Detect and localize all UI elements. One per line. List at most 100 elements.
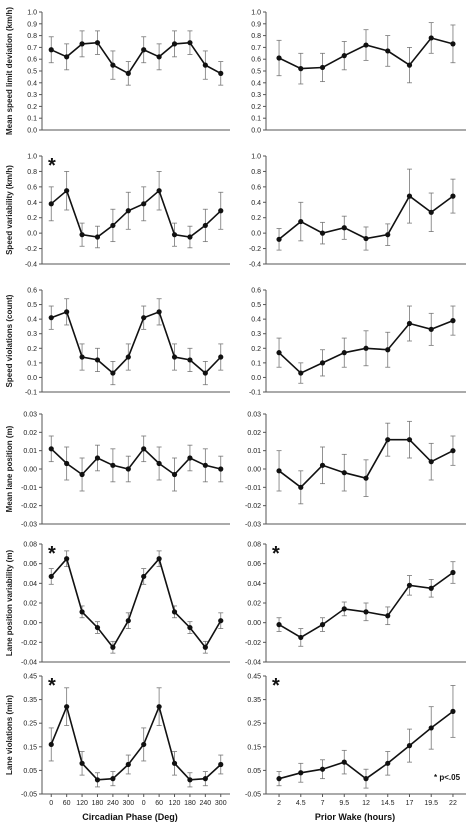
- y-tick-label: 0.02: [247, 601, 261, 608]
- y-tick-label: -0.2: [25, 246, 37, 253]
- y-tick-label: 0.25: [247, 721, 261, 728]
- y-tick-label: 0.2: [251, 104, 261, 111]
- data-point: [125, 208, 131, 214]
- y-tick-label: 0.05: [247, 768, 261, 775]
- data-point: [94, 357, 101, 363]
- data-point: [187, 234, 193, 240]
- y-tick-label: -0.05: [21, 792, 37, 799]
- data-point: [428, 585, 434, 591]
- y-tick-label: -0.1: [25, 390, 37, 397]
- y-tick-label: -0.03: [21, 522, 37, 529]
- data-point: [110, 222, 116, 229]
- data-point: [202, 370, 208, 376]
- data-point: [406, 437, 413, 443]
- data-point: [218, 466, 224, 472]
- data-point: [79, 41, 85, 47]
- data-point: [341, 759, 347, 765]
- y-tick-label: 1.0: [27, 10, 37, 17]
- data-point: [171, 232, 178, 238]
- y-tick-label: 0.3: [251, 92, 261, 99]
- y-tick-label: 0.1: [251, 360, 261, 367]
- y-tick-label: 0.6: [251, 184, 261, 191]
- y-tick-label: -0.02: [245, 640, 261, 647]
- data-point: [363, 776, 369, 782]
- chart-panel-left-0: 0.0 0.1 0.2 0.3 0.4 0.5 0.6 0.7 0.8 0.9 1.0 Mean sp…: [5, 7, 230, 135]
- data-point: [48, 573, 54, 580]
- y-tick-label: 0.02: [247, 430, 261, 437]
- data-point: [156, 188, 162, 194]
- data-point: [428, 35, 434, 41]
- data-point: [450, 318, 456, 324]
- y-tick-label: 0.2: [27, 104, 37, 111]
- footnote-significance: * p<.05: [434, 773, 461, 782]
- data-point: [187, 624, 193, 631]
- panels: 0.0 0.1 0.2 0.3 0.4 0.5 0.6 0.7 0.8 0.9 1.0 Mean sp…: [5, 7, 466, 807]
- data-point: [171, 41, 178, 47]
- chart-panel-right-5: -0.05 0.05 0.15 0.25 0.35 0.45 2 4.5 7 9.5 12 14.5 1…: [245, 674, 466, 807]
- data-point: [450, 41, 456, 47]
- y-tick-label: 0.2: [27, 346, 37, 353]
- y-tick-label: 0.4: [27, 80, 37, 87]
- y-tick-label: 0.03: [247, 412, 261, 419]
- y-axis-label: Lane position variability (m): [5, 550, 14, 657]
- y-tick-label: 0.8: [27, 33, 37, 40]
- data-point: [319, 64, 326, 71]
- data-point: [363, 42, 369, 48]
- y-tick-label: 0.04: [247, 581, 261, 588]
- data-point: [94, 40, 101, 46]
- data-point: [298, 634, 304, 641]
- y-tick-label: -0.04: [245, 660, 261, 667]
- y-tick-label: 0.1: [27, 116, 37, 123]
- y-tick-label: 0.01: [247, 448, 261, 455]
- y-tick-label: 0.3: [251, 331, 261, 338]
- y-tick-label: 0.8: [251, 33, 261, 40]
- data-point: [64, 54, 70, 60]
- data-point: [363, 475, 369, 481]
- x-tick-label: 300: [215, 800, 227, 807]
- chart-panel-left-3: -0.03 -0.02 -0.01 0.00 0.01 0.02 0.03 Mean lane…: [5, 412, 230, 529]
- y-tick-label: 0.08: [247, 542, 261, 549]
- data-point: [48, 315, 54, 321]
- data-point: [202, 222, 208, 229]
- x-tick-label: 180: [92, 800, 104, 807]
- data-point: [319, 622, 326, 628]
- y-tick-label: 0.06: [247, 561, 261, 568]
- y-tick-label: 0.5: [27, 302, 37, 309]
- x-tick-label: 7: [321, 800, 325, 807]
- y-tick-label: 0.2: [251, 215, 261, 222]
- data-point: [298, 218, 304, 225]
- y-tick-label: 0.00: [247, 467, 261, 474]
- data-point: [156, 460, 162, 467]
- x-axis-title-left: Circadian Phase (Deg): [82, 812, 178, 822]
- data-point: [125, 466, 131, 472]
- data-point: [110, 644, 116, 650]
- y-tick-label: 0.2: [251, 346, 261, 353]
- y-tick-label: -0.02: [21, 503, 37, 510]
- y-tick-label: 0.0: [251, 128, 261, 135]
- data-point: [298, 66, 304, 72]
- x-tick-label: 2: [277, 800, 281, 807]
- y-tick-label: 0.4: [251, 200, 261, 207]
- chart-panel-left-1: -0.4 -0.2 0.0 0.2 0.4 0.6 0.8 1.0 Speed variabil…: [5, 154, 230, 269]
- y-axis-label: Speed violations (count): [5, 294, 14, 387]
- data-point: [125, 618, 131, 624]
- y-tick-label: 0.25: [23, 721, 37, 728]
- series-line: [278, 710, 454, 780]
- data-point: [406, 62, 413, 68]
- x-tick-label: 22: [449, 800, 457, 807]
- y-tick-label: 0.45: [247, 674, 261, 681]
- data-point: [319, 360, 326, 366]
- data-point: [218, 354, 224, 360]
- significance-star: *: [272, 543, 280, 565]
- data-point: [276, 776, 282, 782]
- data-point: [187, 357, 193, 363]
- data-point: [141, 47, 147, 53]
- data-point: [406, 743, 413, 749]
- data-point: [48, 47, 54, 53]
- y-tick-label: 0.4: [251, 80, 261, 87]
- data-point: [385, 347, 391, 353]
- data-point: [385, 437, 391, 443]
- chart-panel-left-2: -0.1 0.0 0.1 0.2 0.3 0.4 0.5 0.6 Speed violation…: [5, 288, 230, 397]
- y-tick-label: 0.0: [27, 231, 37, 238]
